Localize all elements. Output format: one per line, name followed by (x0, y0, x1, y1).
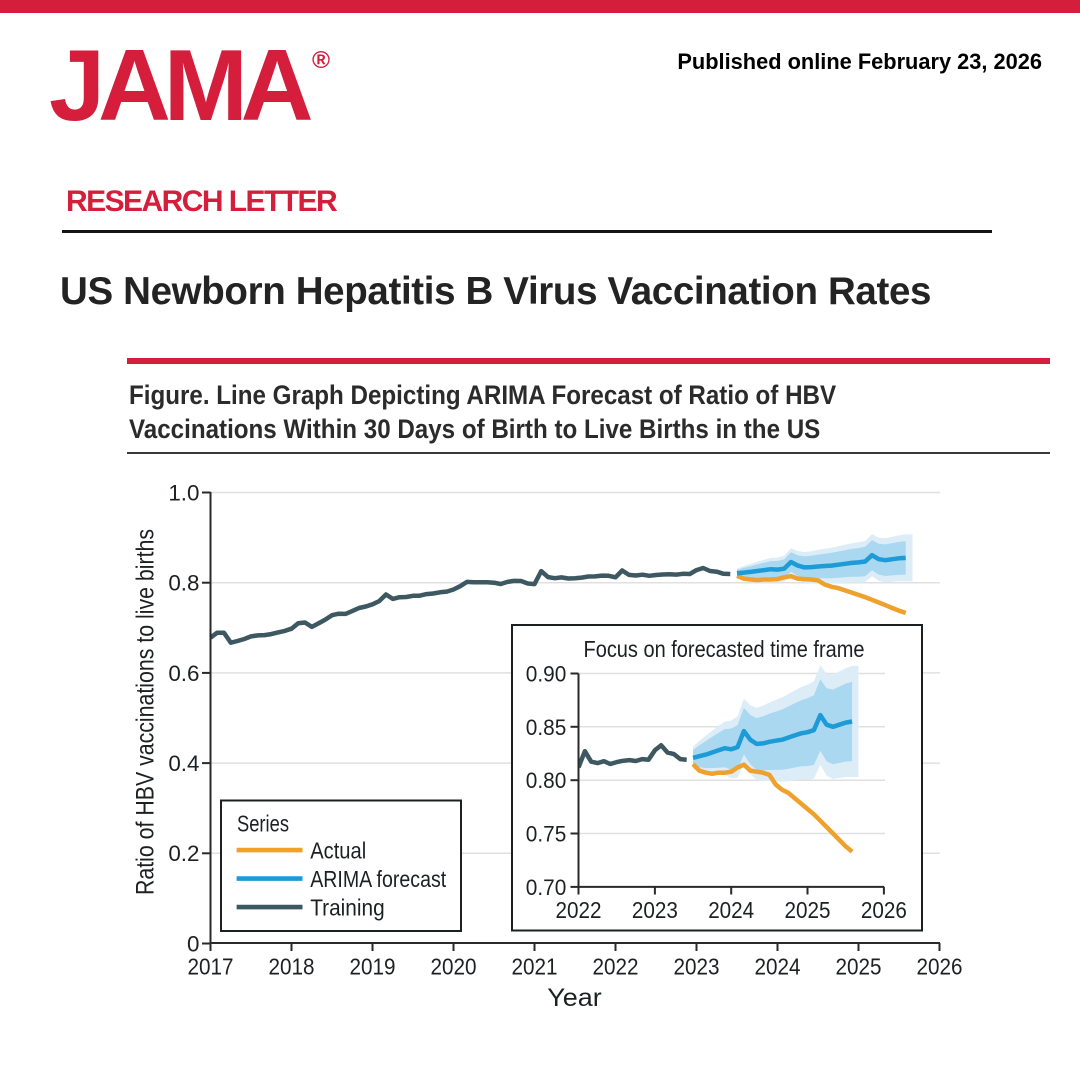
svg-text:2024: 2024 (755, 953, 801, 979)
svg-text:2017: 2017 (188, 953, 234, 979)
svg-text:2021: 2021 (512, 953, 558, 979)
svg-text:2019: 2019 (350, 953, 396, 979)
svg-text:0.90: 0.90 (526, 662, 567, 687)
svg-text:Training: Training (310, 895, 385, 921)
svg-text:2024: 2024 (708, 897, 754, 923)
svg-text:0: 0 (187, 931, 199, 956)
svg-text:0.8: 0.8 (168, 571, 199, 596)
svg-text:0.4: 0.4 (168, 751, 199, 776)
svg-text:Actual: Actual (310, 838, 366, 864)
svg-text:2022: 2022 (556, 897, 602, 923)
svg-text:2026: 2026 (917, 953, 963, 979)
svg-text:ARIMA forecast: ARIMA forecast (310, 866, 447, 892)
svg-text:Ratio of HBV vaccinations to l: Ratio of HBV vaccinations to live births (132, 529, 160, 895)
svg-text:0.85: 0.85 (526, 715, 567, 740)
svg-text:Series: Series (237, 811, 289, 837)
svg-text:2018: 2018 (269, 953, 315, 979)
svg-text:2025: 2025 (785, 897, 831, 923)
svg-text:2025: 2025 (836, 953, 882, 979)
svg-text:0.80: 0.80 (526, 768, 567, 793)
svg-text:2020: 2020 (431, 953, 477, 979)
svg-text:0.70: 0.70 (526, 875, 567, 900)
svg-text:2022: 2022 (593, 953, 639, 979)
svg-text:0.6: 0.6 (168, 661, 199, 686)
svg-text:0.75: 0.75 (526, 822, 567, 847)
svg-text:0.2: 0.2 (168, 841, 199, 866)
svg-text:Year: Year (547, 984, 602, 1012)
svg-text:Focus on forecasted time frame: Focus on forecasted time frame (584, 636, 865, 662)
svg-text:2023: 2023 (632, 897, 678, 923)
svg-text:1.0: 1.0 (168, 480, 199, 505)
svg-text:2026: 2026 (861, 897, 907, 923)
svg-text:2023: 2023 (674, 953, 720, 979)
